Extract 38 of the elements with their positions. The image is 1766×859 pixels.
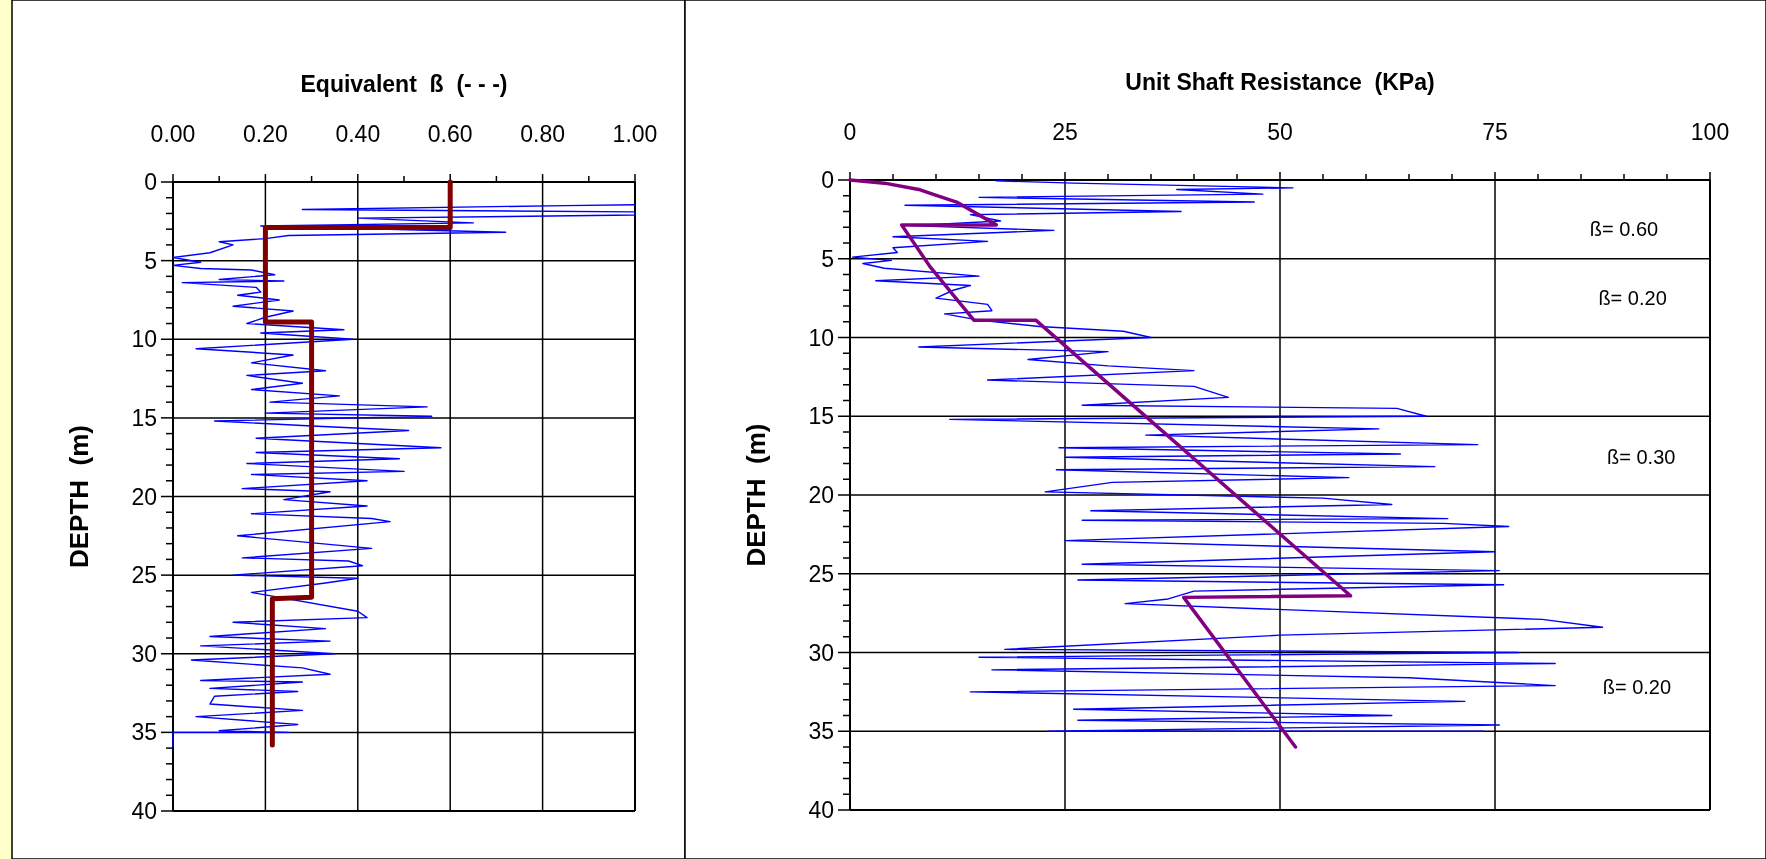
x-tick-label: 25 [1052,119,1078,145]
x-axis-title: Unit Shaft Resistance (KPa) [1125,69,1435,95]
y-tick-label: 40 [808,797,834,823]
annotation: ß= 0.20 [1602,676,1672,699]
x-tick-label: 0.80 [520,121,565,147]
x-tick-label: 75 [1482,119,1508,145]
x-tick-label: 1.00 [612,121,658,147]
y-tick-label: 30 [808,639,834,666]
y-tick-label: 0 [821,167,834,193]
annotation: ß= 0.20 [1598,287,1667,310]
y-tick-label: 0 [144,169,157,195]
y-tick-label: 25 [131,562,157,589]
y-axis-title: DEPTH (m) [741,423,771,567]
y-tick-label: 35 [131,719,157,746]
annotation: ß= 0.30 [1607,446,1676,469]
y-tick-label: 15 [131,404,157,431]
x-tick-label: 0 [843,119,857,145]
x-axis-title: Equivalent ß (- - -) [300,71,508,97]
y-tick-label: 10 [131,326,157,353]
x-tick-label: 50 [1267,119,1293,145]
x-tick-label: 0.40 [335,121,381,147]
annotation: ß= 0.60 [1589,217,1659,240]
y-tick-label: 35 [808,718,834,745]
y-tick-label: 40 [131,798,157,824]
x-tick-label: 0.20 [243,121,288,147]
y-tick-label: 5 [144,247,157,274]
y-tick-label: 25 [808,560,834,587]
y-tick-label: 20 [131,483,157,510]
x-tick-label: 100 [1690,119,1730,145]
y-tick-label: 30 [131,640,157,667]
y-tick-label: 15 [808,403,834,430]
y-tick-label: 20 [808,482,834,508]
x-tick-label: 0.00 [150,121,196,147]
y-tick-label: 5 [821,245,834,272]
line-series [848,178,1353,749]
y-axis-title: DEPTH (m) [64,425,94,568]
y-tick-label: 10 [808,324,834,351]
x-tick-label: 0.60 [427,121,473,147]
